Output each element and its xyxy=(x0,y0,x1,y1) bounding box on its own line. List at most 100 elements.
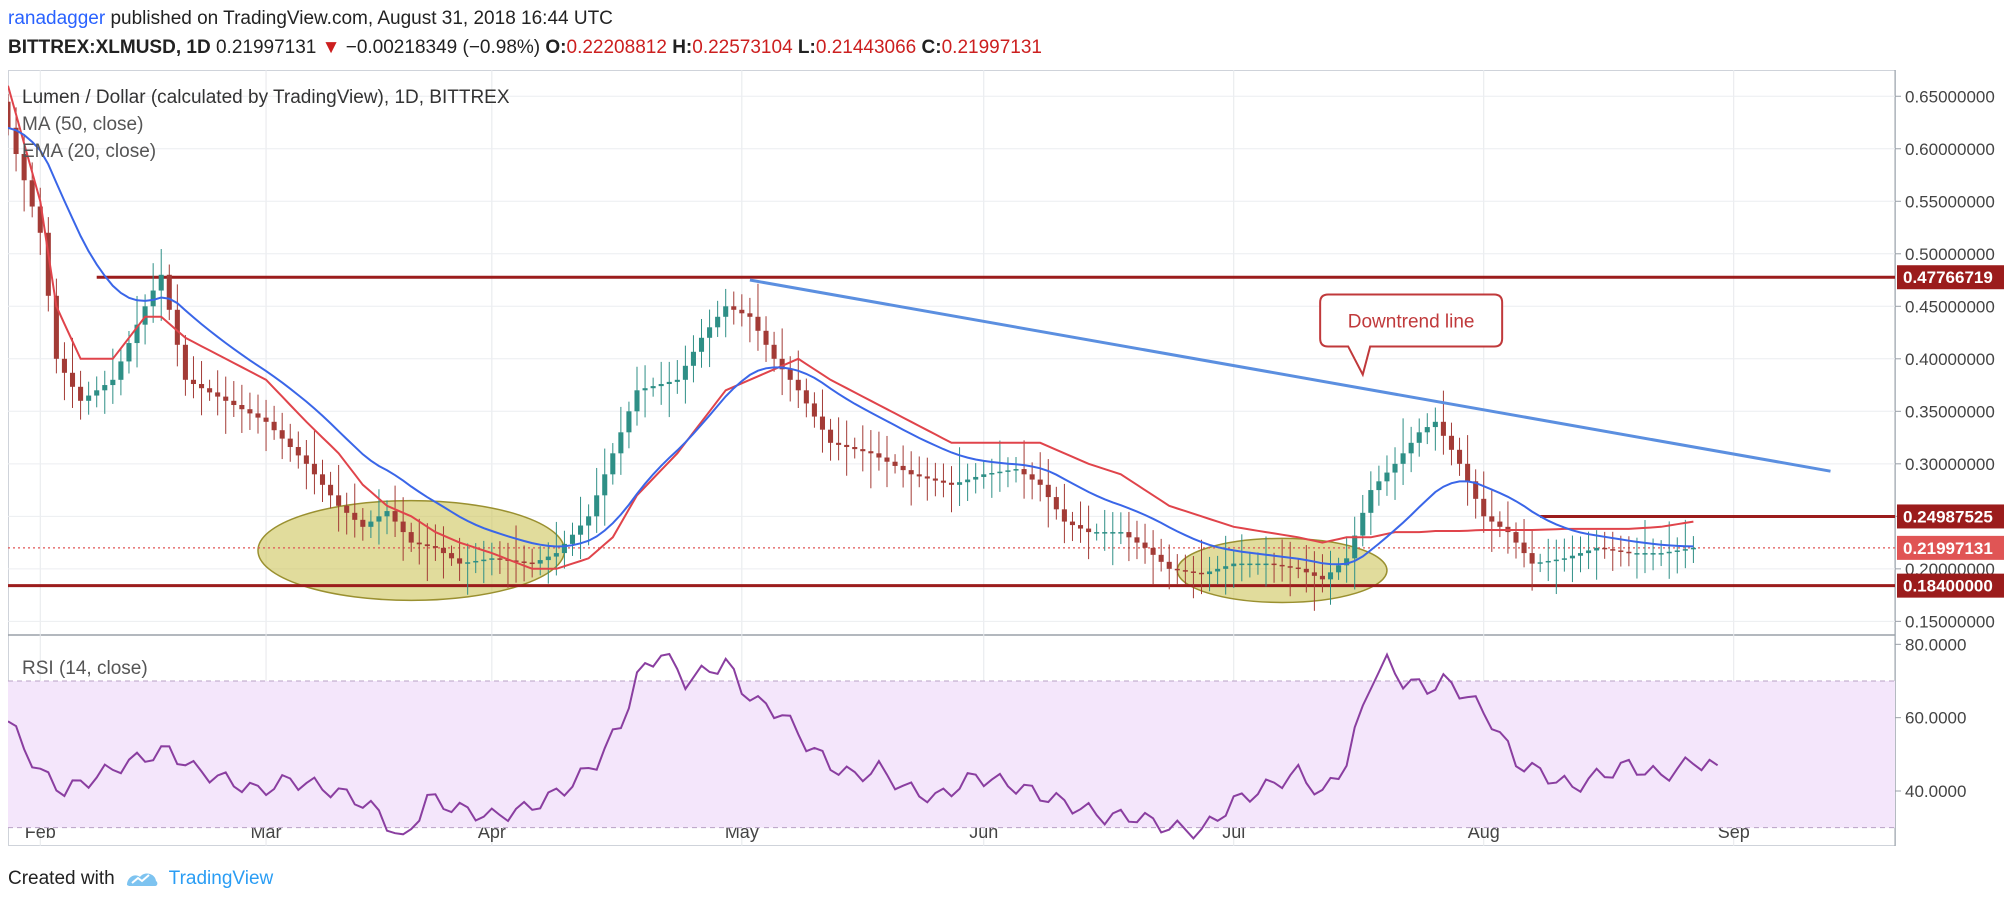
ema20-line xyxy=(7,126,1694,566)
candle-body xyxy=(1021,469,1027,475)
candle-body xyxy=(723,306,729,317)
candle-body xyxy=(1279,564,1285,567)
candle-body xyxy=(715,316,721,328)
candle-body xyxy=(634,390,640,412)
candle-body xyxy=(965,479,971,483)
candle-body xyxy=(61,358,67,373)
candle-body xyxy=(1182,570,1188,572)
candle-body xyxy=(569,534,576,544)
tradingview-logo-icon[interactable] xyxy=(125,869,159,889)
candle-body xyxy=(1416,432,1422,443)
candle-body xyxy=(457,558,463,564)
candle-body xyxy=(207,388,213,393)
tradingview-link[interactable]: TradingView xyxy=(168,868,274,889)
candle-body xyxy=(448,553,455,559)
candle-body xyxy=(731,306,737,310)
candle-body xyxy=(1650,553,1656,555)
candle-body xyxy=(239,405,245,410)
close-label: C: xyxy=(921,37,942,58)
candle-body xyxy=(828,429,834,443)
callout-bubble xyxy=(1319,293,1504,378)
chart-frame[interactable]: Downtrend line 0.150000000.200000000.250… xyxy=(5,70,2005,865)
candle-body xyxy=(360,519,366,527)
candle-body xyxy=(1166,561,1172,569)
rsi-title: RSI (14, close) xyxy=(22,658,148,679)
candle-body xyxy=(1682,549,1688,551)
candle-body xyxy=(957,482,963,485)
candle-body xyxy=(13,127,19,155)
candle-body xyxy=(852,447,858,450)
candle-body xyxy=(368,521,374,527)
y-tick-label: 0.65000000 xyxy=(1905,87,1995,106)
candle-body xyxy=(1658,553,1664,555)
price-label: 0.21997131 xyxy=(1903,539,1993,558)
candle-body xyxy=(400,521,406,533)
candle-body xyxy=(610,453,616,475)
price-label-box xyxy=(1897,573,2005,598)
candle-body xyxy=(1384,472,1390,482)
candle-body xyxy=(1126,532,1132,538)
candle-body xyxy=(424,544,430,547)
candle-body xyxy=(1465,463,1471,482)
candle-body xyxy=(803,390,809,404)
candle-body xyxy=(134,324,140,344)
candle-body xyxy=(1069,521,1075,526)
chart-header: ranadagger published on TradingView.com,… xyxy=(8,4,1042,62)
candle-body xyxy=(1327,572,1334,580)
candle-body xyxy=(674,379,680,382)
candle-body xyxy=(1037,479,1043,485)
candle-body xyxy=(352,512,358,520)
candle-body xyxy=(37,206,43,233)
candle-body xyxy=(1005,470,1011,472)
candle-body xyxy=(1158,554,1164,562)
candle-body xyxy=(1376,481,1382,491)
candle-body xyxy=(102,385,108,391)
price-axis-labels: 0.150000000.200000000.250000000.30000000… xyxy=(1895,87,2005,631)
candle-body xyxy=(1529,553,1535,564)
y-tick-label: 0.60000000 xyxy=(1905,140,1995,159)
candle-body xyxy=(755,316,761,331)
candle-body xyxy=(932,478,938,481)
price-chart[interactable]: Downtrend line 0.150000000.200000000.250… xyxy=(5,70,2005,860)
candle-body xyxy=(908,470,914,475)
candle-body xyxy=(1368,490,1374,513)
publisher-link[interactable]: ranadagger xyxy=(8,8,106,29)
candle-body xyxy=(1537,562,1543,564)
candle-body xyxy=(1666,551,1672,554)
candle-body xyxy=(1400,453,1406,464)
legend-ema20: EMA (20, close) xyxy=(22,141,156,162)
candle-body xyxy=(860,449,866,452)
y-tick-label: 0.45000000 xyxy=(1905,297,1995,316)
candle-body xyxy=(1215,568,1221,572)
created-with-label: Created with xyxy=(8,868,115,889)
candle-body xyxy=(432,546,438,548)
footer: Created with TradingView xyxy=(8,868,273,890)
candle-body xyxy=(876,453,882,458)
candle-body xyxy=(1336,565,1342,573)
candle-body xyxy=(811,403,817,417)
candle-body xyxy=(190,379,197,385)
candle-body xyxy=(1497,521,1503,527)
candle-body xyxy=(465,562,471,564)
candle-body xyxy=(545,556,551,561)
candle-body xyxy=(1577,553,1584,556)
candle-body xyxy=(94,390,100,396)
candle-body xyxy=(795,379,801,391)
candle-body xyxy=(900,465,906,471)
candle-body xyxy=(698,337,705,352)
candle-body xyxy=(1424,427,1430,433)
candle-body xyxy=(481,559,487,562)
price-label-box xyxy=(1897,265,2005,290)
candle-body xyxy=(1602,547,1608,550)
candle-body xyxy=(868,451,874,454)
candle-body xyxy=(1690,547,1696,550)
candle-body xyxy=(578,525,584,535)
candle-body xyxy=(287,438,293,448)
candle-body xyxy=(223,396,229,401)
candle-body xyxy=(1448,435,1455,450)
open-value: 0.22208812 xyxy=(566,37,667,58)
candle-body xyxy=(1642,553,1648,555)
candle-body xyxy=(1440,421,1446,436)
rsi-band xyxy=(8,681,1895,828)
candle-body xyxy=(150,290,156,307)
